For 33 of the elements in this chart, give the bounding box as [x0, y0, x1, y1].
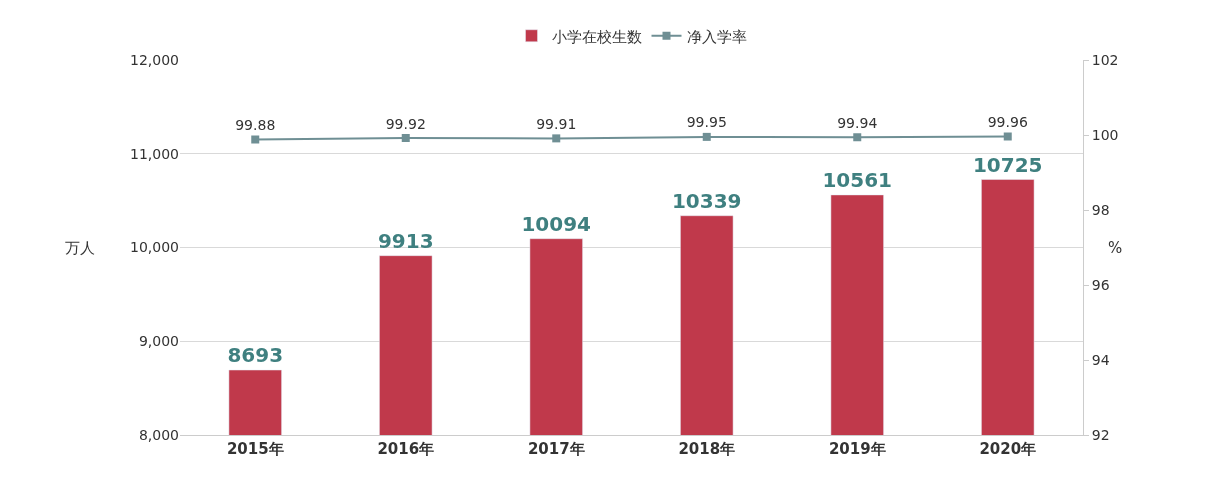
- data-label: 99.91: [536, 115, 577, 132]
- data-label: 9913: [377, 228, 434, 253]
- y2-tick-label: 100: [1091, 126, 1119, 143]
- data-label: 10094: [521, 211, 592, 236]
- y-tick-label: 12,000: [130, 51, 179, 68]
- y-tick-label: 8,000: [138, 426, 179, 443]
- y2-tick-label: 96: [1091, 276, 1110, 293]
- y2-tick-label: 98: [1091, 201, 1110, 218]
- x-tick-label: 2016年: [377, 440, 435, 458]
- legend-label: 净入学率: [686, 27, 747, 46]
- x-tick-label: 2020年: [979, 440, 1037, 458]
- y2-tick-label: 92: [1091, 426, 1110, 443]
- x-tick-label: 2019年: [828, 440, 886, 458]
- y-tick-label: 9,000: [138, 333, 179, 350]
- data-label: 99.92: [385, 115, 426, 132]
- data-label: 10725: [972, 152, 1043, 177]
- data-label: 99.95: [686, 114, 727, 131]
- data-label: 10339: [671, 188, 742, 213]
- y-tick-label: 10,000: [130, 239, 179, 256]
- y-tick-label: 11,000: [130, 145, 179, 162]
- data-label: 99.96: [987, 114, 1028, 130]
- data-label: 99.94: [837, 114, 878, 131]
- y-axis-title: 万人: [65, 239, 95, 257]
- y2-tick-label: 94: [1091, 351, 1110, 368]
- data-label: 8693: [227, 343, 284, 368]
- x-tick-label: 2017年: [527, 440, 585, 458]
- x-tick-label: 2015年: [226, 440, 284, 458]
- data-label: 99.88: [235, 117, 276, 133]
- legend-label: 小学在校生数: [551, 27, 642, 46]
- data-label: 10561: [822, 167, 893, 192]
- x-tick-label: 2018年: [678, 440, 736, 458]
- y2-tick-label: 102: [1091, 51, 1119, 68]
- y2-axis-title: %: [1108, 239, 1123, 257]
